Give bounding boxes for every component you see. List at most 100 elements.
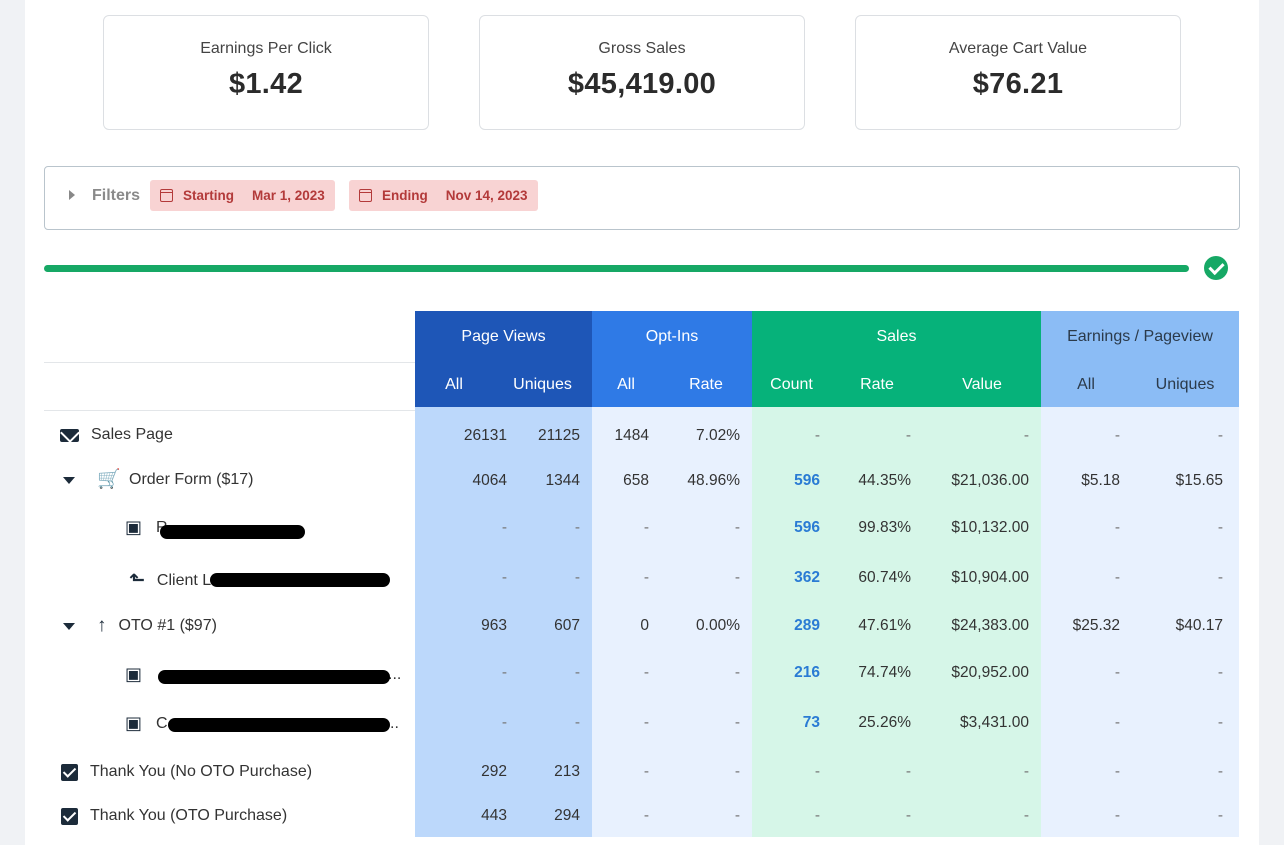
table-cell: - <box>1217 714 1223 731</box>
checkbox-icon <box>61 763 78 781</box>
subheader-sales-value: Value <box>923 363 1041 407</box>
group-header-opt-ins: Opt-Ins <box>592 311 752 363</box>
table-cell: - <box>734 664 740 681</box>
table-cell: $21,036.00 <box>951 472 1029 489</box>
table-cell[interactable]: 596 <box>794 519 820 536</box>
calendar-icon <box>359 189 372 202</box>
row-label-oto1[interactable]: ↑ OTO #1 ($97) <box>63 615 217 636</box>
table-cell: 4064 <box>472 472 507 489</box>
table-cell: 658 <box>623 472 649 489</box>
table-cell[interactable]: 73 <box>802 714 820 731</box>
table-cell: - <box>1114 763 1120 780</box>
table-cell: - <box>643 763 649 780</box>
subheader-optin-all: All <box>592 363 660 407</box>
table-cell[interactable]: 596 <box>794 472 820 489</box>
table-cell: - <box>574 519 580 536</box>
opt-ins-column <box>592 407 752 837</box>
table-cell[interactable]: 289 <box>794 617 820 634</box>
filters-panel: Filters Starting Mar 1, 2023 Ending Nov … <box>44 166 1240 230</box>
table-cell: - <box>1114 664 1120 681</box>
header-divider <box>44 362 415 363</box>
redaction-mark <box>168 718 390 732</box>
envelope-icon <box>60 428 79 442</box>
ending-value: Nov 14, 2023 <box>445 188 528 203</box>
subheader-optin-rate: Rate <box>660 363 752 407</box>
table-cell: - <box>1114 569 1120 586</box>
filters-toggle[interactable]: Filters <box>92 187 141 204</box>
header-divider <box>44 410 415 411</box>
row-label-sales-page[interactable]: Sales Page <box>60 426 173 444</box>
table-cell[interactable]: 362 <box>794 569 820 586</box>
table-cell: 44.35% <box>858 472 911 489</box>
ending-date-chip[interactable]: Ending Nov 14, 2023 <box>349 180 538 211</box>
table-cell: - <box>734 714 740 731</box>
table-cell: - <box>1023 427 1029 444</box>
starting-value: Mar 1, 2023 <box>252 188 325 203</box>
row-label-order-form[interactable]: 🛒 Order Form ($17) <box>63 470 254 489</box>
table-cell: - <box>501 664 507 681</box>
table-cell: 292 <box>481 763 507 780</box>
table-cell: - <box>1217 807 1223 824</box>
subheader-pv-uniques: Uniques <box>493 363 592 407</box>
table-cell: - <box>643 714 649 731</box>
table-cell: - <box>814 807 820 824</box>
card-value: $45,419.00 <box>567 68 717 100</box>
calendar-icon <box>160 189 173 202</box>
caret-right-icon[interactable] <box>69 190 75 200</box>
starting-date-chip[interactable]: Starting Mar 1, 2023 <box>150 180 335 211</box>
report-page: Earnings Per Click $1.42 Gross Sales $45… <box>25 0 1259 845</box>
row-label-text: Sales Page <box>91 426 173 443</box>
subheader-earn-all: All <box>1041 363 1131 407</box>
progress-bar <box>44 265 1189 272</box>
redaction-mark <box>158 670 390 684</box>
table-cell: - <box>643 664 649 681</box>
row-label-text: Thank You (OTO Purchase) <box>90 807 288 824</box>
row-label-thank-you-no-oto[interactable]: Thank You (No OTO Purchase) <box>61 763 312 781</box>
table-cell: 48.96% <box>687 472 740 489</box>
table-cell: - <box>734 763 740 780</box>
table-cell: 963 <box>481 617 507 634</box>
table-cell: 294 <box>554 807 580 824</box>
caret-down-icon[interactable] <box>63 622 75 630</box>
table-cell: - <box>814 763 820 780</box>
sales-column <box>752 407 1041 837</box>
check-circle-icon <box>1204 256 1228 280</box>
table-cell: 213 <box>554 763 580 780</box>
table-cell: 607 <box>554 617 580 634</box>
row-label-product-2[interactable]: ▣ ... <box>125 665 401 684</box>
table-cell: - <box>1217 519 1223 536</box>
table-cell: $15.65 <box>1175 472 1223 489</box>
group-header-sales: Sales <box>752 311 1041 363</box>
upgrade-arrow-icon: ⬑ <box>129 570 145 591</box>
table-cell: 1344 <box>545 472 580 489</box>
starting-label: Starting <box>183 188 235 203</box>
row-label-text: Order Form ($17) <box>129 471 254 488</box>
table-cell: - <box>501 714 507 731</box>
table-cell: 26131 <box>463 427 507 444</box>
table-cell: - <box>905 427 911 444</box>
subheader-pv-all: All <box>415 363 493 407</box>
up-arrow-icon: ↑ <box>97 615 107 636</box>
table-cell: - <box>643 569 649 586</box>
caret-down-icon[interactable] <box>63 476 75 484</box>
checkbox-icon <box>61 807 78 825</box>
table-cell[interactable]: 216 <box>794 664 820 681</box>
table-cell: - <box>574 664 580 681</box>
cube-icon: ▣ <box>125 517 143 537</box>
table-cell: $3,431.00 <box>960 714 1029 731</box>
table-cell: - <box>1023 763 1029 780</box>
row-label-thank-you-oto[interactable]: Thank You (OTO Purchase) <box>61 807 287 825</box>
table-cell: - <box>814 427 820 444</box>
table-cell: - <box>643 519 649 536</box>
table-cell: 74.74% <box>858 664 911 681</box>
card-value: $76.21 <box>972 68 1064 100</box>
card-label: Average Cart Value <box>948 40 1088 57</box>
table-cell: 0.00% <box>696 617 740 634</box>
table-cell: - <box>501 569 507 586</box>
table-cell: - <box>1114 714 1120 731</box>
table-cell: - <box>643 807 649 824</box>
table-cell: 60.74% <box>858 569 911 586</box>
row-label-text: Client L <box>156 572 212 589</box>
table-cell: 47.61% <box>858 617 911 634</box>
earnings-per-click-card: Earnings Per Click $1.42 <box>103 15 429 130</box>
